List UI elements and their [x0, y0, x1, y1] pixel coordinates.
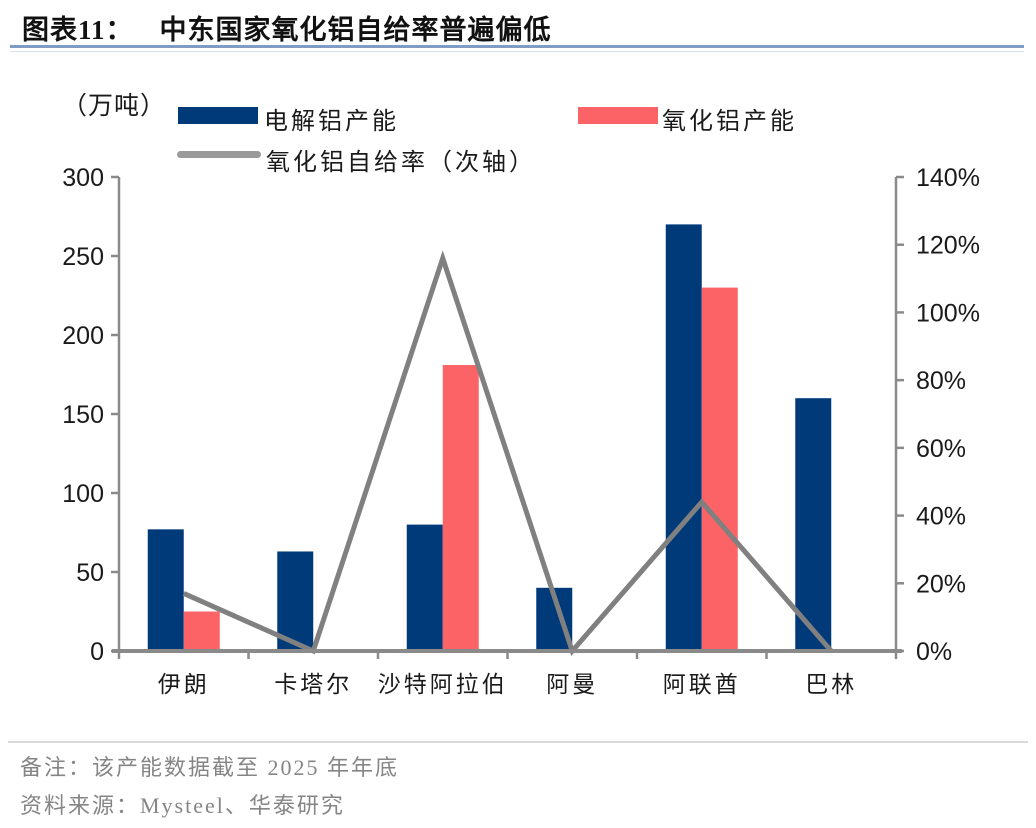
legend-label-alumina: 氧化铝产能	[662, 109, 797, 135]
left-axis-tick-label: 200	[62, 322, 104, 350]
left-axis-tick-label: 100	[62, 480, 104, 508]
right-axis-tick-label: 40%	[916, 503, 966, 531]
bar-alumina-capacity	[442, 365, 479, 651]
category-label: 沙特阿拉伯	[378, 672, 508, 697]
legend-swatch-self-sufficiency-line	[177, 151, 261, 158]
left-axis-tick-label: 250	[62, 243, 104, 271]
title-underline	[10, 45, 1024, 52]
bar-alumina-capacity	[701, 287, 738, 651]
right-axis-tick-label: 80%	[916, 367, 966, 395]
left-axis-tick-label: 50	[76, 559, 104, 587]
right-axis-tick-label: 100%	[916, 299, 980, 327]
right-axis-tick-label: 120%	[916, 232, 980, 260]
right-axis-tick-label: 140%	[916, 164, 980, 192]
bar-electrolytic-capacity	[147, 529, 184, 651]
figure-title-text: 中东国家氧化铝自给率普遍偏低	[159, 15, 552, 45]
bar-alumina-capacity	[183, 611, 220, 651]
figure-number-label: 图表11：	[22, 15, 134, 45]
left-axis-tick-label: 0	[90, 638, 104, 666]
footer-source: 资料来源：Mysteel、华泰研究	[20, 793, 345, 818]
right-axis-tick-label: 60%	[916, 435, 966, 463]
legend-swatch-alumina	[578, 107, 658, 124]
legend-label-electrolytic: 电解铝产能	[264, 109, 399, 135]
category-label: 阿联酋	[663, 672, 741, 697]
footer-divider	[8, 741, 1028, 743]
bar-electrolytic-capacity	[277, 551, 314, 651]
category-label: 卡塔尔	[274, 672, 352, 697]
line-alumina-self-sufficiency	[182, 250, 834, 656]
page-title: 图表11： 中东国家氧化铝自给率普遍偏低	[22, 8, 552, 47]
bar-electrolytic-capacity	[795, 398, 832, 651]
right-axis-tick-label: 0%	[916, 638, 952, 666]
category-label: 阿曼	[546, 672, 598, 697]
left-axis-tick-label: 150	[62, 401, 104, 429]
legend-swatch-electrolytic	[178, 107, 258, 124]
left-axis-unit-label: （万吨）	[62, 93, 167, 120]
footer-note: 备注：该产能数据截至 2025 年年底	[20, 755, 400, 780]
bar-electrolytic-capacity	[406, 524, 443, 651]
bar-electrolytic-capacity	[665, 224, 702, 651]
left-axis-tick-label: 300	[62, 164, 104, 192]
category-label: 伊朗	[158, 672, 210, 697]
right-axis-tick-label: 20%	[916, 570, 966, 598]
category-label: 巴林	[805, 672, 857, 697]
legend-label-self-sufficiency: 氧化铝自给率（次轴）	[266, 150, 536, 176]
